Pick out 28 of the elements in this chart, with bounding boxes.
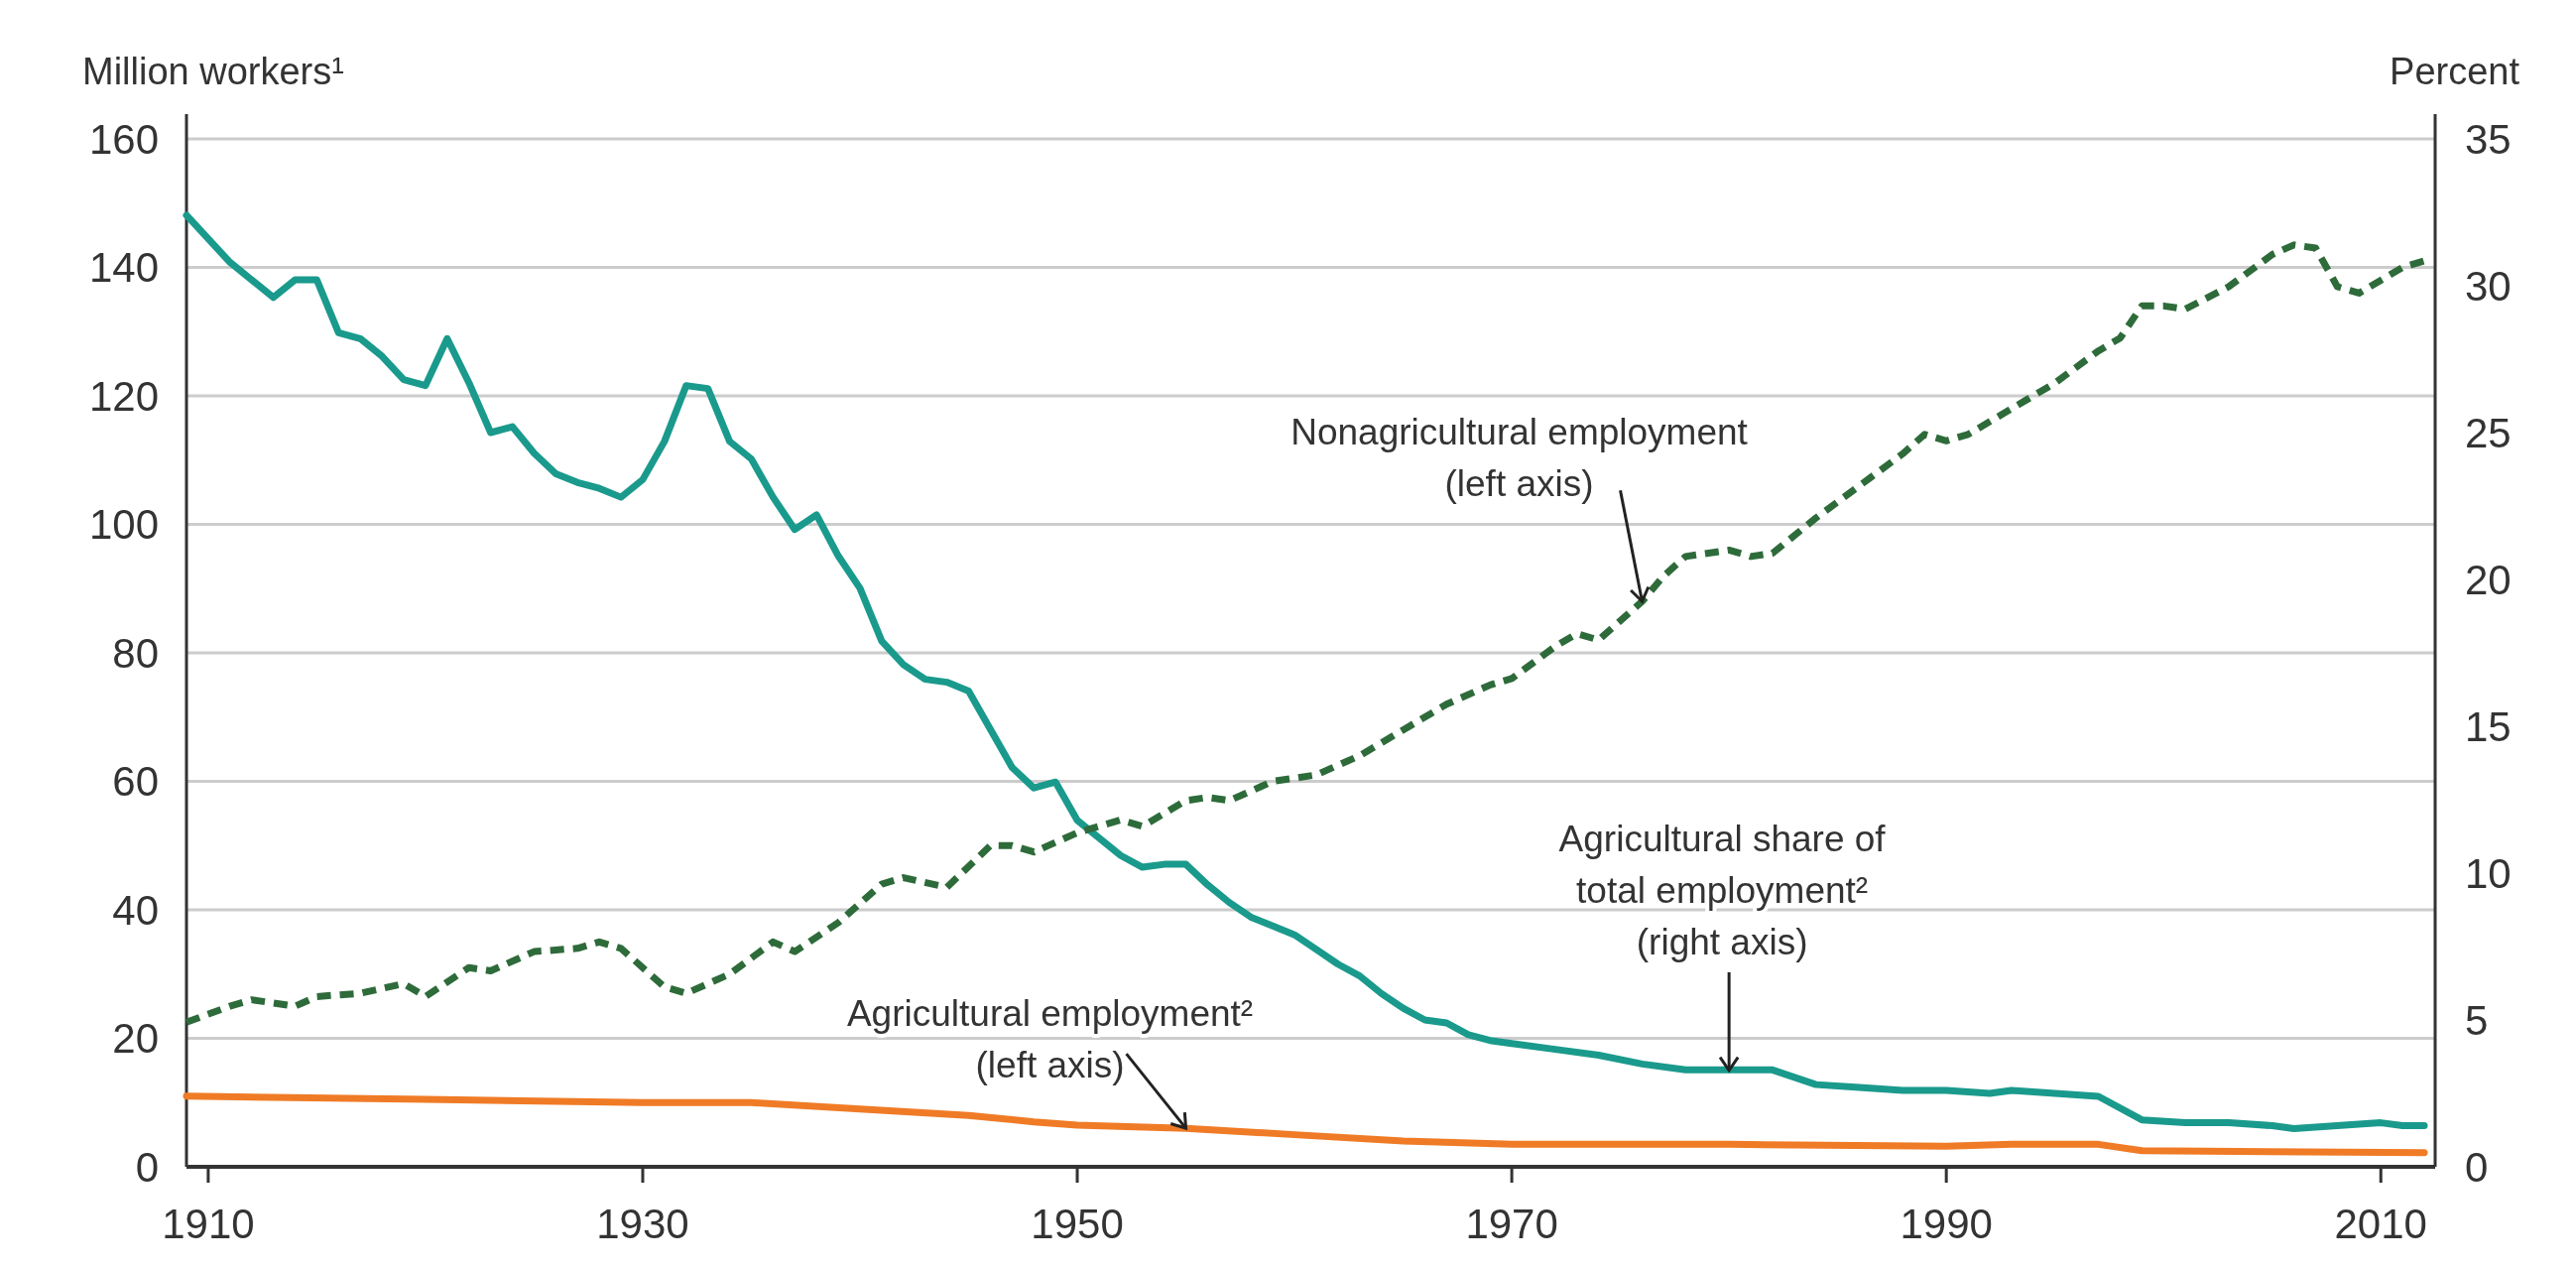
y-tick-label: 160 [88,115,159,163]
x-tick-label: 1910 [162,1201,255,1247]
y-tick-label: 40 [112,886,159,934]
x-tick-label: 1930 [596,1201,689,1247]
y2-tick-label: 10 [2465,849,2512,897]
x-tick-label: 1950 [1031,1201,1124,1247]
x-tick-label: 2010 [2334,1201,2427,1247]
y2-tick-label: 30 [2465,262,2512,310]
y2-tick-label: 5 [2465,996,2489,1044]
y-tick-label: 120 [88,372,159,420]
y2-tick-label: 15 [2465,702,2512,750]
x-tick-label: 1990 [1900,1201,1993,1247]
y2-tick-label: 0 [2465,1143,2489,1191]
y-tick-label: 100 [88,501,159,549]
y-tick-label: 80 [112,629,159,677]
x-tick-label: 1970 [1465,1201,1558,1247]
y2-tick-label: 25 [2465,409,2512,456]
y2-tick-label: 20 [2465,556,2512,603]
y-tick-label: 140 [88,244,159,292]
annotation: Agricultural employment² (left axis) [846,993,1254,1086]
annotation: Nonagricultural employment (left axis) [1290,412,1749,505]
annotation: Agricultural share of total employment² (right axis) [1558,818,1887,962]
y-tick-label: 0 [135,1143,159,1191]
y2-axis-title: Percent [2390,51,2520,92]
y-axis-title: Million workers¹ [82,51,344,92]
y-tick-label: 20 [112,1015,159,1063]
y2-tick-label: 35 [2465,115,2512,163]
y-tick-label: 60 [112,758,159,806]
